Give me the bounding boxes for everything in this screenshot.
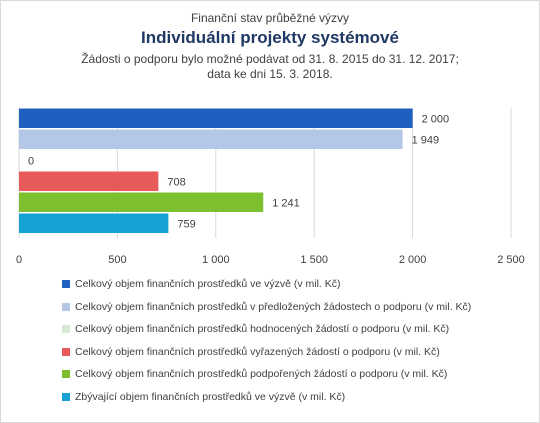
legend-label: Celkový objem finančních prostředků vyřa… — [75, 345, 440, 358]
chart-supertitle: Finanční stav průběžné výzvy — [190, 11, 350, 25]
bar — [19, 192, 264, 212]
bar-data-label: 2 000 — [422, 113, 450, 125]
legend-item: Celkový objem finančních prostředků hodn… — [62, 318, 532, 341]
x-tick-label: 1 500 — [300, 254, 328, 266]
legend-label: Celkový objem finančních prostředků v př… — [75, 300, 472, 313]
bar — [19, 171, 159, 191]
legend-swatch — [62, 280, 70, 289]
legend-swatch — [62, 325, 70, 334]
legend-swatch — [62, 347, 70, 356]
bar-data-label: 708 — [167, 176, 185, 188]
bar-data-label: 1 949 — [412, 134, 440, 146]
bar — [19, 108, 413, 128]
legend-swatch — [62, 370, 70, 379]
legend-item: Celkový objem finančních prostředků v př… — [62, 296, 532, 319]
x-tick-label: 500 — [108, 254, 126, 266]
legend-label: Celkový objem finančních prostředků hodn… — [75, 323, 450, 336]
chart-legend: Celkový objem finančních prostředků ve v… — [62, 273, 532, 408]
x-tick-label: 1 000 — [202, 254, 230, 266]
legend-swatch — [62, 392, 70, 401]
legend-item: Zbývající objem finančních prostředků ve… — [62, 386, 532, 409]
legend-item: Celkový objem finančních prostředků ve v… — [62, 273, 532, 296]
legend-label: Zbývající objem finančních prostředků ve… — [75, 390, 346, 403]
chart-subtitle-line2: data ke dni 15. 3. 2018. — [207, 67, 333, 81]
bar — [19, 213, 169, 233]
legend-item: Celkový objem finančních prostředků vyřa… — [62, 341, 532, 364]
legend-item: Celkový objem finančních prostředků podp… — [62, 363, 532, 386]
legend-label: Celkový objem finančních prostředků ve v… — [75, 278, 341, 291]
bar-data-label: 759 — [177, 218, 195, 230]
x-tick-label: 0 — [16, 254, 22, 266]
legend-swatch — [62, 302, 70, 311]
chart-subtitle-line1: Žádosti o podporu bylo možné podávat od … — [81, 52, 459, 66]
x-tick-label: 2 000 — [399, 254, 427, 266]
chart-title: Individuální projekty systémové — [141, 28, 399, 47]
bar-data-label: 0 — [28, 155, 34, 167]
bar — [19, 129, 403, 149]
legend-label: Celkový objem finančních prostředků podp… — [75, 368, 448, 381]
bar-data-label: 1 241 — [272, 197, 300, 209]
x-tick-label: 2 500 — [497, 254, 525, 266]
